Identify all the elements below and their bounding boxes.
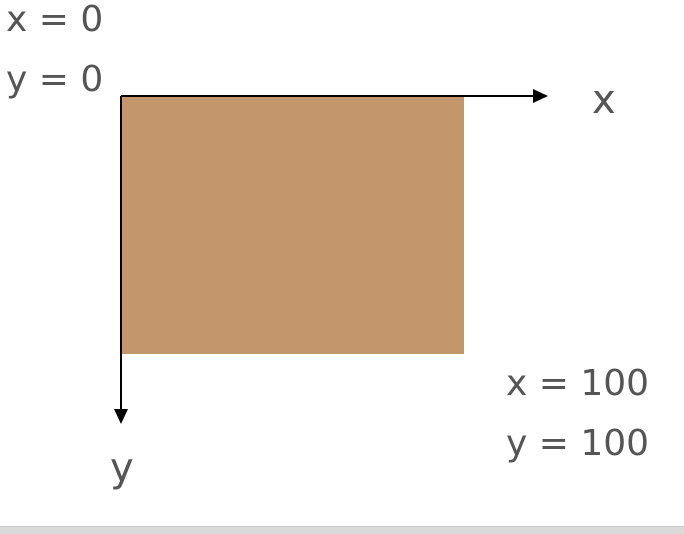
end-y-label: y = 100 <box>506 423 650 464</box>
y-axis-arrowhead <box>114 409 128 424</box>
x-axis-arrowhead <box>533 89 548 103</box>
x-axis-label: x <box>592 77 616 123</box>
bottom-scroll-edge <box>0 526 684 534</box>
origin-x-label: x = 0 <box>6 0 104 40</box>
end-x-label: x = 100 <box>506 363 650 404</box>
content-rectangle <box>121 96 464 354</box>
y-axis-label: y <box>110 445 134 491</box>
origin-y-label: y = 0 <box>6 59 104 100</box>
